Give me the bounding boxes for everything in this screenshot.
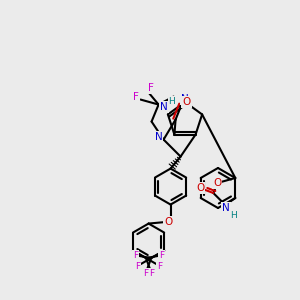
Text: F: F [135,262,140,271]
Text: N: N [181,94,189,104]
Text: F: F [148,82,154,93]
Text: N: N [155,132,163,142]
Text: O: O [182,97,191,106]
Text: F: F [159,251,164,260]
Text: F: F [157,262,162,271]
Text: H: H [230,211,237,220]
Text: O: O [164,217,173,226]
Text: F: F [143,268,148,278]
Text: H: H [169,97,175,106]
Text: F: F [133,251,138,260]
Text: O: O [213,178,221,188]
Text: F: F [133,92,139,102]
Text: O: O [196,183,204,193]
Text: N: N [222,203,230,213]
Text: N: N [160,102,168,112]
Text: F: F [149,268,154,278]
